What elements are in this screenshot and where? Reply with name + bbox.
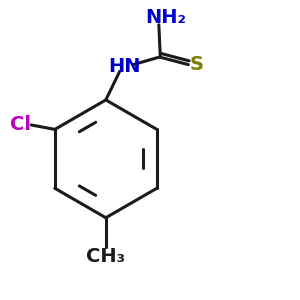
Text: NH₂: NH₂ (146, 8, 187, 27)
Text: S: S (190, 55, 203, 74)
Text: Cl: Cl (11, 116, 32, 134)
Text: HN: HN (109, 57, 141, 76)
Text: CH₃: CH₃ (86, 247, 125, 266)
